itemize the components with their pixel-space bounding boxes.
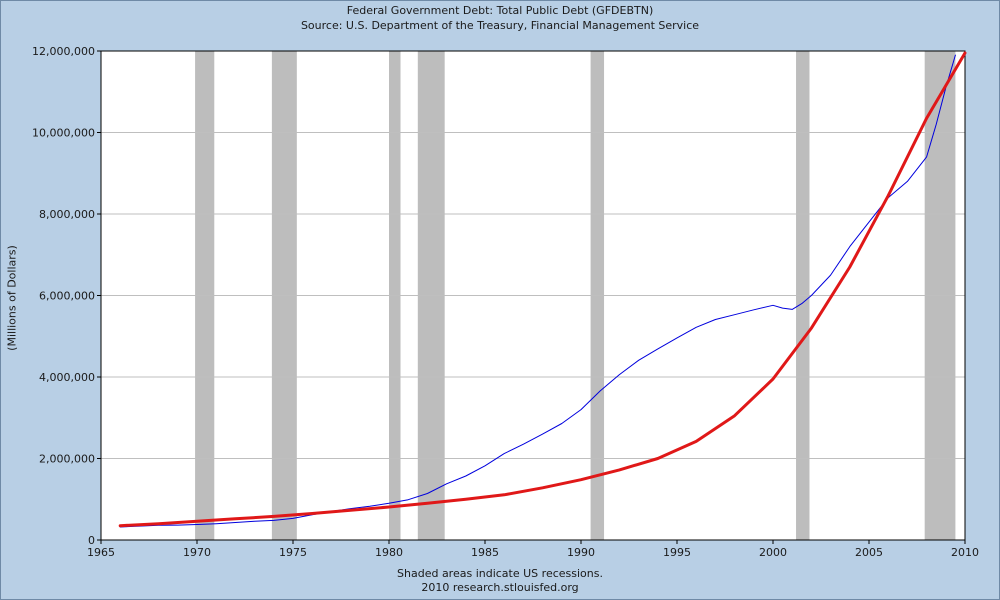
x-tick-label: 1970 <box>183 546 211 559</box>
trend-series-line <box>118 51 967 528</box>
y-tick-label: 0 <box>88 534 95 547</box>
x-tick-label: 1965 <box>87 546 115 559</box>
y-tick-label: 8,000,000 <box>39 208 95 221</box>
debt-series-line <box>119 54 956 528</box>
x-tick-label: 2010 <box>951 546 979 559</box>
y-tick-label: 2,000,000 <box>39 453 95 466</box>
x-tick-label: 1990 <box>567 546 595 559</box>
y-tick-label: 12,000,000 <box>32 45 95 58</box>
x-tick-label: 1995 <box>663 546 691 559</box>
x-tick-label: 2000 <box>759 546 787 559</box>
x-tick-label: 1975 <box>279 546 307 559</box>
y-tick-label: 6,000,000 <box>39 290 95 303</box>
chart-subtitle: Source: U.S. Department of the Treasury,… <box>300 19 700 32</box>
y-tick-label: 4,000,000 <box>39 371 95 384</box>
recession-note: Shaded areas indicate US recessions. <box>397 567 603 580</box>
chart-title: Federal Government Debt: Total Public De… <box>346 4 654 17</box>
x-tick-label: 1985 <box>471 546 499 559</box>
x-tick-label: 2005 <box>855 546 883 559</box>
y-tick-label: 10,000,000 <box>32 127 95 140</box>
source-credit: 2010 research.stlouisfed.org <box>421 581 579 594</box>
x-tick-label: 1980 <box>375 546 403 559</box>
